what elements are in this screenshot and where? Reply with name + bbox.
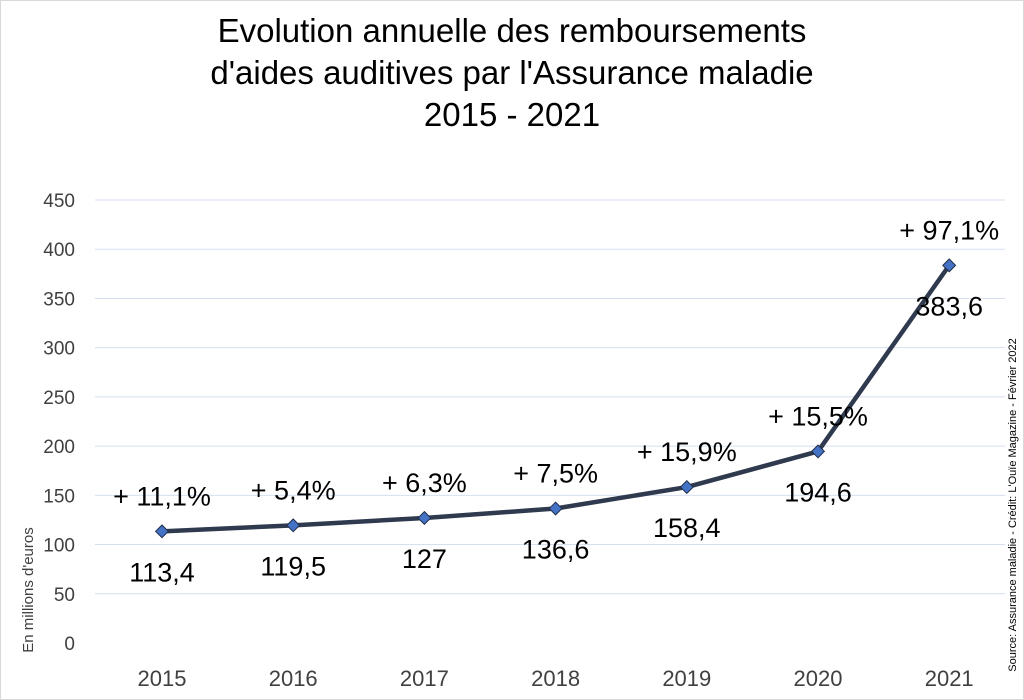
change-label: + 11,1% (113, 481, 211, 511)
data-point-marker (154, 524, 170, 539)
y-tick-label: 350 (43, 289, 75, 310)
x-tick-label: 2015 (138, 666, 187, 691)
source-note: Source: Assurance maladie - Crédit: L'Ou… (1007, 338, 1019, 671)
x-tick-label: 2017 (400, 666, 449, 691)
x-tick-label: 2018 (531, 666, 580, 691)
y-axis-ticks: 0 50 100 150 200 250 300 350 400 450 (43, 191, 75, 655)
change-label: + 97,1% (899, 215, 999, 245)
x-tick-label: 2016 (269, 666, 318, 691)
data-point-marker (286, 518, 301, 533)
change-label: + 15,9% (637, 437, 737, 467)
series (154, 258, 957, 539)
data-point-marker (548, 501, 563, 516)
y-tick-label: 150 (43, 486, 75, 507)
change-label: + 7,5% (513, 459, 598, 489)
y-tick-label: 300 (43, 339, 75, 360)
value-label: 119,5 (260, 551, 326, 581)
change-label: + 6,3% (382, 468, 467, 498)
data-point-marker (942, 258, 957, 273)
x-tick-label: 2019 (662, 666, 711, 691)
chart-title-line-3: 2015 - 2021 (423, 96, 601, 133)
chart-title-line-1: Evolution annuelle des remboursements (217, 12, 807, 49)
y-tick-label: 450 (43, 191, 75, 212)
value-label: 158,4 (653, 513, 721, 543)
value-label: 194,6 (784, 477, 852, 507)
x-tick-label: 2020 (794, 666, 843, 691)
value-label: 136,6 (522, 535, 590, 565)
y-axis-title: En millions d'euros (20, 527, 37, 652)
data-point-marker (810, 444, 826, 459)
data-point-marker (679, 479, 694, 495)
value-label: 383,6 (915, 291, 983, 321)
y-tick-label: 0 (64, 634, 75, 655)
chart-title: Evolution annuelle des remboursements d'… (0, 10, 1024, 136)
y-tick-label: 250 (43, 388, 75, 409)
value-label: 113,4 (129, 557, 195, 587)
data-labels: + 11,1% 113,4 + 5,4% 119,5 + 6,3% 127 + 7,5% 13… (113, 215, 999, 587)
chart-title-line-2: d'aides auditives par l'Assurance maladi… (210, 54, 814, 91)
value-label: 127 (402, 544, 447, 574)
x-tick-label: 2021 (925, 666, 974, 691)
x-axis-ticks: 2015 2016 2017 2018 2019 2020 2021 (138, 666, 974, 691)
y-tick-label: 50 (54, 585, 75, 606)
data-point-marker (417, 510, 432, 526)
y-tick-label: 100 (43, 536, 75, 557)
change-label: + 15,5% (768, 401, 868, 431)
y-tick-label: 200 (43, 437, 75, 458)
y-tick-label: 400 (43, 240, 75, 261)
gridlines (95, 199, 1005, 595)
change-label: + 5,4% (251, 475, 336, 505)
